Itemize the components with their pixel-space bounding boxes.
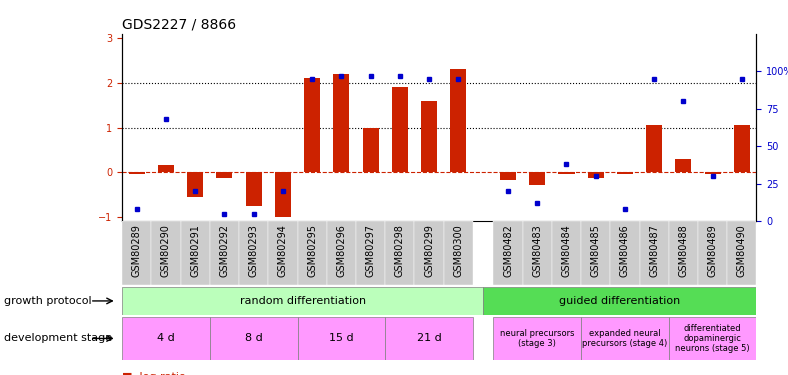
Text: 8 d: 8 d bbox=[245, 333, 262, 344]
Text: 4 d: 4 d bbox=[157, 333, 175, 344]
Bar bbox=[675, 159, 691, 172]
Text: GSM80293: GSM80293 bbox=[249, 224, 258, 278]
Text: GSM80490: GSM80490 bbox=[737, 224, 747, 277]
Text: GSM80486: GSM80486 bbox=[620, 224, 630, 277]
Bar bbox=[246, 172, 262, 206]
Text: GSM80483: GSM80483 bbox=[532, 224, 542, 277]
Bar bbox=[698, 221, 727, 285]
Bar bbox=[530, 172, 545, 184]
Text: GSM80297: GSM80297 bbox=[366, 224, 376, 278]
Bar bbox=[217, 172, 232, 177]
Text: GSM80482: GSM80482 bbox=[503, 224, 513, 278]
Text: GSM80294: GSM80294 bbox=[278, 224, 288, 278]
Text: random differentiation: random differentiation bbox=[240, 296, 366, 306]
Bar bbox=[640, 221, 669, 285]
Bar bbox=[421, 101, 437, 172]
Text: GSM80292: GSM80292 bbox=[219, 224, 229, 278]
Bar bbox=[727, 221, 756, 285]
Bar bbox=[122, 287, 483, 315]
Bar bbox=[611, 221, 640, 285]
Text: GSM80296: GSM80296 bbox=[336, 224, 347, 278]
Bar bbox=[522, 221, 552, 285]
Text: GSM80289: GSM80289 bbox=[132, 224, 142, 278]
Text: GSM80487: GSM80487 bbox=[649, 224, 660, 278]
Bar bbox=[298, 317, 385, 360]
Bar bbox=[669, 317, 756, 360]
Bar bbox=[158, 165, 174, 172]
Bar bbox=[298, 221, 327, 285]
Bar bbox=[734, 125, 750, 172]
Bar bbox=[362, 128, 379, 172]
Bar bbox=[559, 172, 574, 174]
Text: GSM80488: GSM80488 bbox=[678, 224, 689, 277]
Text: 15 d: 15 d bbox=[329, 333, 354, 344]
Bar bbox=[210, 221, 239, 285]
Text: GDS2227 / 8866: GDS2227 / 8866 bbox=[122, 17, 236, 31]
Text: GSM80295: GSM80295 bbox=[307, 224, 317, 278]
Bar bbox=[151, 221, 180, 285]
Text: ■  log ratio: ■ log ratio bbox=[122, 372, 186, 375]
Bar bbox=[669, 221, 698, 285]
Text: growth protocol: growth protocol bbox=[4, 296, 91, 306]
Bar bbox=[414, 221, 444, 285]
Bar bbox=[646, 125, 662, 172]
Text: GSM80485: GSM80485 bbox=[591, 224, 600, 278]
Bar bbox=[210, 317, 298, 360]
Text: neural precursors
(stage 3): neural precursors (stage 3) bbox=[500, 329, 574, 348]
Bar bbox=[444, 221, 473, 285]
Bar bbox=[239, 221, 268, 285]
Bar bbox=[581, 221, 611, 285]
Bar bbox=[327, 221, 356, 285]
Text: GSM80291: GSM80291 bbox=[190, 224, 200, 278]
Bar bbox=[493, 221, 522, 285]
Bar bbox=[483, 287, 756, 315]
Text: differentiated
dopaminergic
neurons (stage 5): differentiated dopaminergic neurons (sta… bbox=[675, 324, 750, 353]
Bar bbox=[180, 221, 210, 285]
Text: GSM80299: GSM80299 bbox=[424, 224, 434, 278]
Text: 21 d: 21 d bbox=[417, 333, 441, 344]
Bar bbox=[617, 172, 633, 174]
Bar bbox=[304, 78, 320, 172]
Text: guided differentiation: guided differentiation bbox=[559, 296, 681, 306]
Text: development stage: development stage bbox=[4, 333, 112, 344]
Bar bbox=[500, 172, 516, 180]
Bar bbox=[493, 317, 581, 360]
Bar bbox=[704, 172, 721, 174]
Text: GSM80484: GSM80484 bbox=[562, 224, 571, 277]
Bar bbox=[385, 221, 414, 285]
Text: expanded neural
precursors (stage 4): expanded neural precursors (stage 4) bbox=[582, 329, 667, 348]
Bar bbox=[385, 317, 473, 360]
Bar bbox=[581, 317, 669, 360]
Bar bbox=[356, 221, 385, 285]
Bar bbox=[392, 87, 408, 172]
Text: GSM80300: GSM80300 bbox=[453, 224, 463, 277]
Text: GSM80489: GSM80489 bbox=[708, 224, 718, 277]
Text: GSM80298: GSM80298 bbox=[395, 224, 405, 278]
Bar bbox=[268, 221, 298, 285]
Bar bbox=[128, 172, 145, 174]
Bar bbox=[188, 172, 203, 197]
Bar bbox=[450, 69, 466, 172]
Text: GSM80290: GSM80290 bbox=[161, 224, 171, 278]
Bar bbox=[333, 74, 349, 172]
Bar bbox=[122, 221, 151, 285]
Bar bbox=[552, 221, 581, 285]
Bar bbox=[122, 317, 210, 360]
Bar bbox=[275, 172, 291, 217]
Bar bbox=[588, 172, 604, 177]
